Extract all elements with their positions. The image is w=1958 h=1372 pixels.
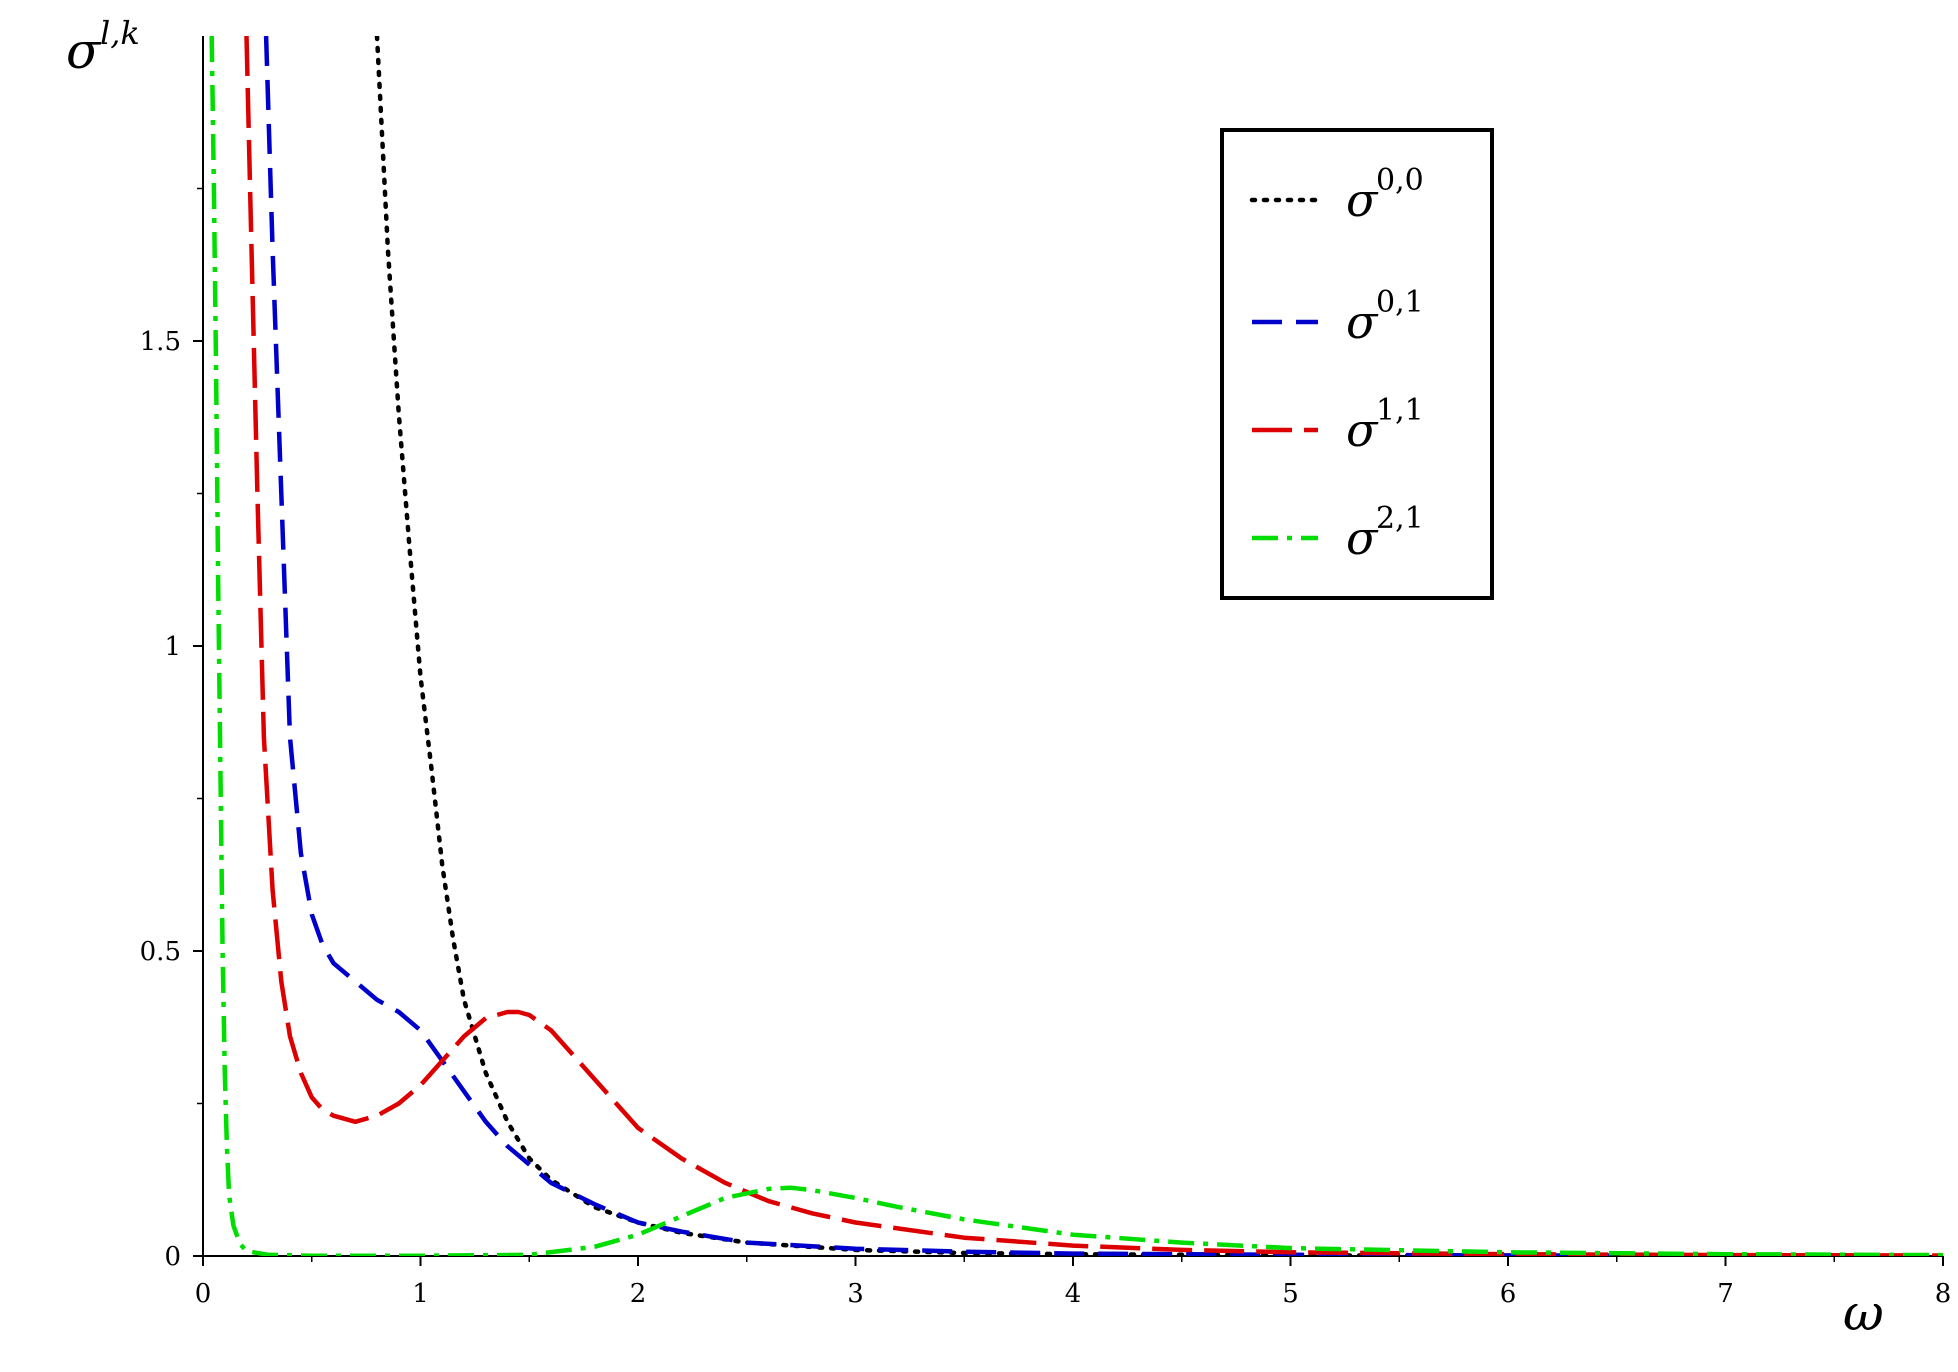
y-axis-title-base: σ [66, 22, 102, 80]
x-tick-label: 8 [1935, 1279, 1952, 1309]
legend-label-base: σ [1346, 511, 1379, 565]
legend-label-base: σ [1346, 295, 1379, 349]
x-ticks: 0 1 2 3 4 5 6 7 8 [195, 1256, 1952, 1309]
legend-item: σ1,1 [1252, 393, 1424, 457]
x-tick-label: 0 [195, 1279, 212, 1309]
y-tick-label: 1 [164, 632, 181, 662]
legend-item: σ0,1 [1252, 285, 1424, 349]
series-line-3 [209, 36, 1943, 1256]
legend-items: σ0,0σ0,1σ1,1σ2,1 [1249, 163, 1424, 565]
legend-label-sup: 2,1 [1376, 501, 1424, 536]
legend-label-base: σ [1346, 173, 1379, 227]
legend: σ0,0σ0,1σ1,1σ2,1 [1220, 128, 1494, 600]
legend-label-sup: 1,1 [1376, 393, 1424, 428]
legend-label-base: σ [1346, 403, 1379, 457]
series-layer [209, 36, 1943, 1256]
y-axis-title-sup: l,k [100, 14, 140, 52]
x-tick-label: 5 [1282, 1279, 1299, 1309]
x-tick-label: 2 [630, 1279, 647, 1309]
x-axis-title: ω [1843, 1284, 1884, 1342]
series-line-2 [244, 36, 1943, 1256]
y-tick-label: 0.5 [140, 937, 181, 967]
legend-label-sup: 0,1 [1376, 285, 1424, 320]
legend-box [1220, 128, 1494, 600]
x-tick-label: 6 [1500, 1279, 1517, 1309]
series-line-1 [263, 36, 1943, 1256]
x-tick-label: 3 [847, 1279, 864, 1309]
x-tick-label: 4 [1065, 1279, 1082, 1309]
y-tick-label: 1.5 [140, 327, 181, 357]
y-tick-label: 0 [164, 1242, 181, 1272]
y-axis-title: σ l,k [66, 14, 140, 80]
legend-item: σ0,0 [1249, 163, 1424, 227]
legend-item: σ2,1 [1252, 501, 1424, 565]
y-ticks: 0 0.5 1 1.5 [140, 187, 203, 1272]
x-tick-label: 7 [1717, 1279, 1734, 1309]
x-tick-label: 1 [412, 1279, 429, 1309]
legend-label-sup: 0,0 [1376, 163, 1424, 198]
series-line-0 [374, 36, 1943, 1256]
